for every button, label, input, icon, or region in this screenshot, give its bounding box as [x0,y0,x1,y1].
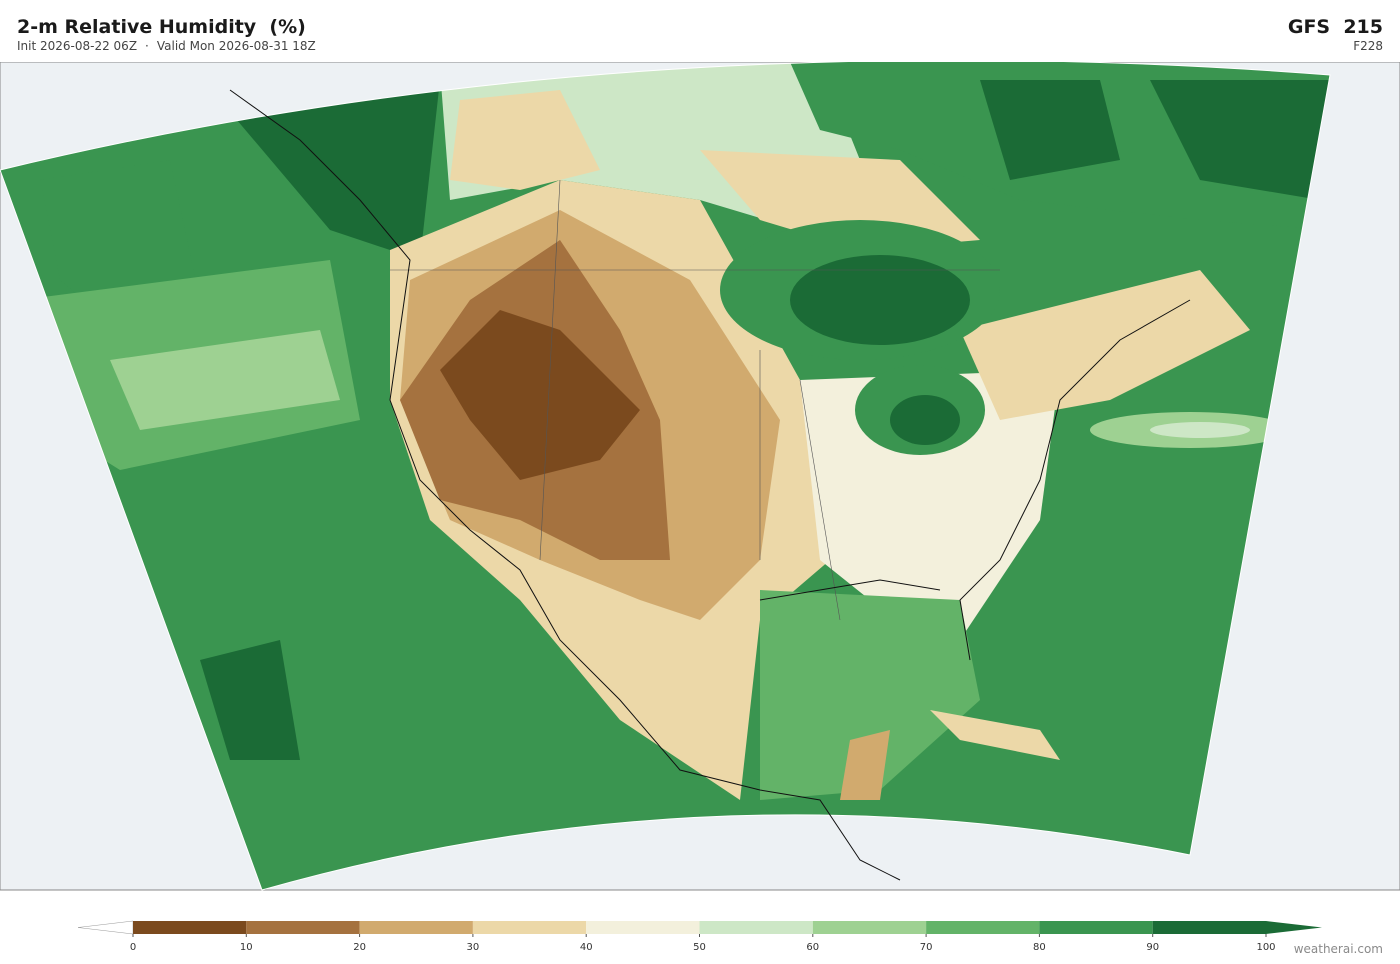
forecast-hour: F228 [1353,39,1383,53]
valid: Valid Mon 2026-08-31 18Z [156,39,316,53]
colorbar-tick-label: 40 [580,942,593,953]
colorbar-under [77,920,134,935]
colorbar-tick-label: 0 [130,942,136,953]
borders [390,179,1000,621]
colorbar-bin [359,921,473,934]
colorbar-tick-label: 30 [467,942,480,953]
separator: · [145,39,149,53]
colorbar-tick-label: 10 [240,942,253,953]
colorbar-tick-label: 80 [1033,942,1046,953]
colorbar-tick-label: 50 [693,942,706,953]
model: GFS 215 [1287,16,1383,38]
colorbar-bin [1039,921,1153,934]
colorbar-tick-label: 20 [353,942,366,953]
colorbar-bin [133,921,247,934]
colorbar-bin [586,921,700,934]
colorbar-tick-label: 60 [806,942,819,953]
colorbar-tick-label: 70 [920,942,933,953]
coastline-east [759,299,1191,661]
colorbar: 0 10 20 30 40 50 60 70 80 90 100 [77,920,1322,953]
colorbar-bin [1152,921,1266,934]
colorbar-bin [926,921,1040,934]
coastline [229,89,901,881]
map [0,62,1400,891]
colorbar-over [1266,921,1322,934]
init: Init 2026-08-22 06Z [17,39,138,53]
domain-outline [0,62,1331,891]
title: 2-m Relative Humidity (%) [17,16,306,38]
credit: weatherai.com [1293,942,1383,956]
colorbar-bin [812,921,927,934]
colorbar-bin [699,921,813,934]
colorbar-tick-label: 100 [1256,942,1275,953]
colorbar-bin [472,921,587,934]
colorbar-tick-label: 90 [1146,942,1159,953]
subtitle: Init 2026-08-22 06Z · Valid Mon 2026-08-31… [17,39,324,53]
colorbar-bin [246,921,360,934]
